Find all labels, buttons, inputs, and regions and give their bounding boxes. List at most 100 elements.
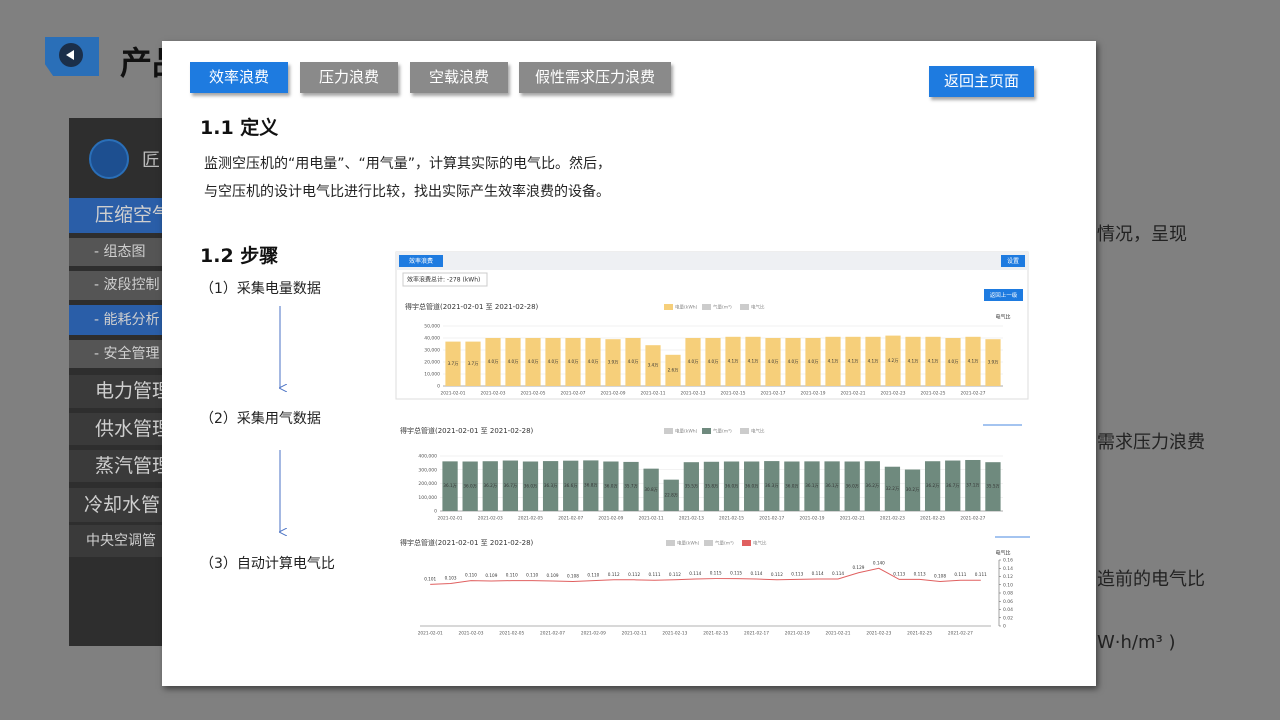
- value-label: 36.0万: [524, 483, 538, 489]
- bar: [482, 461, 498, 511]
- y-tick-label: 0: [1003, 624, 1006, 630]
- x-tick-label: 2021-02-23: [866, 631, 891, 637]
- settings-label: 设置: [1007, 257, 1019, 265]
- step: （2）采集用气数据: [200, 411, 321, 427]
- x-tick-label: 2021-02-09: [601, 391, 626, 397]
- value-label: 0.140: [873, 560, 885, 565]
- y2-axis-label: 电气比: [995, 550, 1010, 557]
- value-label: 2.6万: [668, 367, 679, 373]
- bar: [603, 461, 619, 511]
- value-label: 35.8万: [705, 483, 719, 489]
- back-icon[interactable]: [45, 37, 99, 76]
- y-tick-label: 0: [437, 384, 440, 390]
- value-label: 30.2万: [906, 487, 920, 493]
- x-tick-label: 2021-02-03: [478, 516, 503, 522]
- value-label: 36.2万: [926, 483, 940, 489]
- value-label: 4.0万: [788, 359, 799, 365]
- legend-label: 电气比: [753, 540, 767, 547]
- bar: [685, 338, 701, 386]
- bar: [645, 345, 661, 386]
- x-tick-label: 2021-02-09: [581, 631, 606, 637]
- menu-item[interactable]: 冷却水管: [69, 488, 162, 522]
- step: （3）自动计算电气比: [200, 556, 335, 572]
- menu-item[interactable]: - 安全管理: [69, 340, 162, 368]
- value-label: 36.0万: [745, 483, 759, 489]
- value-label: 0.129: [852, 565, 864, 570]
- value-label: 4.0万: [508, 359, 519, 365]
- x-tick-label: 2021-02-17: [744, 631, 769, 637]
- bar: [884, 466, 901, 511]
- total-box: [402, 272, 488, 287]
- bar: [643, 468, 659, 511]
- bar: [945, 338, 961, 386]
- bar: [965, 336, 981, 386]
- value-label: 0.113: [914, 571, 926, 576]
- value-label: 0.112: [628, 572, 640, 577]
- menu-item[interactable]: 供水管理: [69, 413, 162, 445]
- menu-item[interactable]: 压缩空气: [69, 198, 162, 233]
- menu-item[interactable]: - 能耗分析: [69, 305, 162, 335]
- bar: [825, 336, 841, 386]
- bar: [844, 461, 860, 511]
- value-label: 0.110: [465, 573, 477, 578]
- menu-item[interactable]: 中央空调管: [69, 525, 162, 557]
- x-tick-label: 2021-02-23: [881, 391, 906, 397]
- value-label: 36.1万: [443, 483, 457, 489]
- bar: [965, 459, 981, 511]
- tab[interactable]: 空载浪费: [410, 62, 508, 93]
- value-label: 36.7万: [946, 483, 960, 489]
- legend-label: 气量(m³): [715, 540, 734, 547]
- value-label: 4.1万: [848, 358, 859, 364]
- value-label: 4.0万: [628, 359, 639, 365]
- legend-label: 电量(kWh): [677, 540, 700, 547]
- back-button[interactable]: 返回主页面: [929, 66, 1034, 97]
- legend-swatch: [702, 428, 711, 434]
- x-tick-label: 2021-02-03: [481, 391, 506, 397]
- y-tick-label: 0.14: [1003, 566, 1013, 572]
- value-label: 4.0万: [528, 359, 539, 365]
- value-label: 0.113: [893, 571, 905, 576]
- value-label: 36.3万: [765, 483, 779, 489]
- panel-tab[interactable]: [399, 255, 443, 267]
- bar: [545, 338, 561, 386]
- back-level-button[interactable]: [984, 289, 1023, 301]
- tab[interactable]: 假性需求压力浪费: [519, 62, 671, 93]
- menu-item[interactable]: 蒸汽管理: [69, 450, 162, 482]
- tab[interactable]: 效率浪费: [190, 62, 288, 93]
- bar: [744, 461, 760, 511]
- menu-item[interactable]: 电力管理: [69, 375, 162, 408]
- menu-item[interactable]: - 组态图: [69, 238, 162, 266]
- value-label: 37.1万: [966, 482, 980, 488]
- x-tick-label: 2021-02-13: [681, 391, 706, 397]
- x-tick-label: 2021-02-23: [880, 516, 905, 522]
- y-tick-label: 20,000: [424, 360, 440, 366]
- value-label: 0.115: [730, 571, 742, 576]
- x-tick-label: 2021-02-07: [561, 391, 586, 397]
- value-label: 35.5万: [685, 484, 699, 490]
- y2-axis-label: 电气比: [995, 314, 1010, 321]
- chart-title: 得宇总管道(2021-02-01 至 2021-02-28): [400, 538, 534, 547]
- value-label: 0.115: [710, 571, 722, 576]
- sidebar: 匠 压缩空气 - 组态图 - 波段控制 - 能耗分析 - 安全管理 电力管理 供…: [69, 118, 162, 646]
- bar: [885, 335, 901, 386]
- bar: [765, 338, 781, 386]
- bar: [485, 338, 501, 386]
- menu-item[interactable]: - 波段控制: [69, 271, 162, 300]
- heading: 1.2 步骤: [200, 245, 279, 267]
- brand: 匠: [142, 150, 160, 171]
- value-label: 0.111: [975, 572, 987, 577]
- tab[interactable]: 压力浪费: [300, 62, 398, 93]
- y-tick-label: 0.10: [1003, 582, 1013, 588]
- value-label: 36.0万: [845, 483, 859, 489]
- legend-swatch: [704, 540, 713, 546]
- total: 效率浪费总计: -278 (kWh): [407, 276, 480, 284]
- legend-label: 气量(m³): [713, 304, 732, 311]
- x-tick-label: 2021-02-05: [518, 516, 543, 522]
- value-label: 35.5万: [986, 484, 1000, 490]
- settings-button[interactable]: [1001, 255, 1025, 267]
- value-label: 0.101: [424, 576, 436, 581]
- y-tick-label: 0.12: [1003, 574, 1013, 580]
- bar: [683, 462, 699, 511]
